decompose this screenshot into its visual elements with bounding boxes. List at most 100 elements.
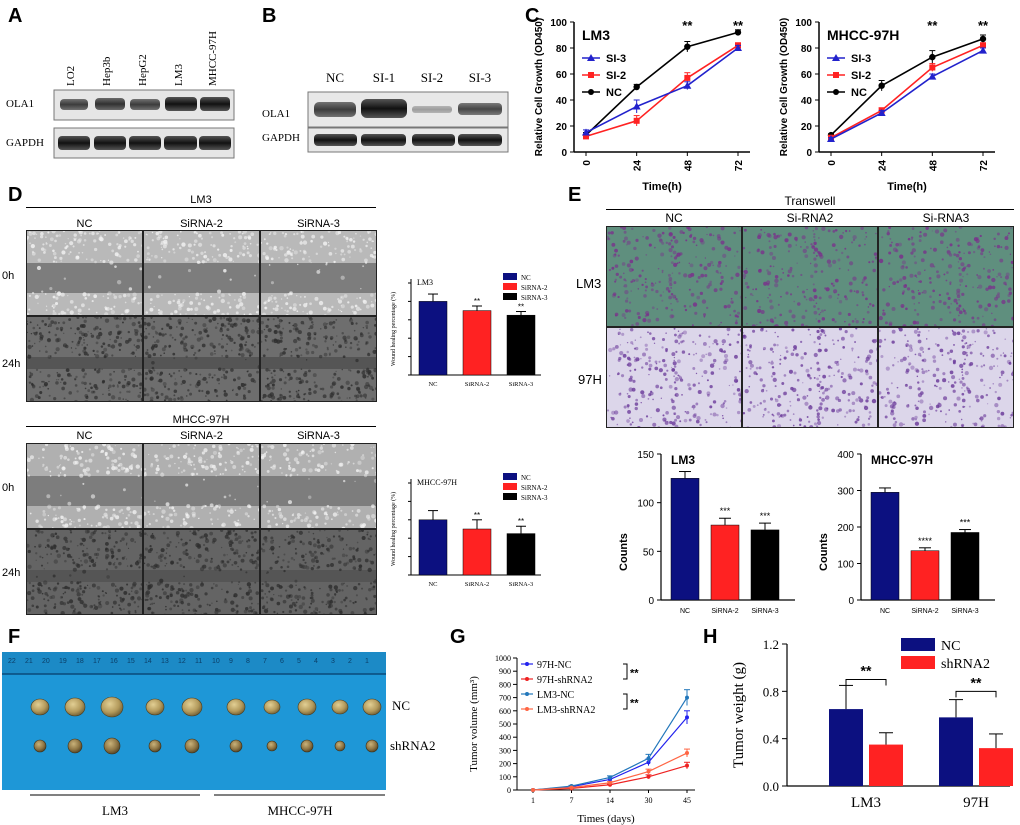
cell-dot [258,332,259,335]
cell-dot [84,372,87,376]
cell-dot [917,333,921,337]
cell-dot [242,394,246,398]
cell-dot [237,385,242,390]
cell-dot [62,586,65,589]
cell-dot [133,601,137,604]
cell-dot [290,354,293,357]
cell-dot [341,526,346,528]
cell-dot [964,390,966,392]
cell-dot [911,242,915,246]
cell-dot [141,598,142,601]
cell-dot [788,369,793,374]
blot-band [130,99,160,110]
cell-dot [370,560,375,565]
cell-dot [961,392,965,396]
cell-dot [760,310,765,315]
cell-dot [231,563,234,566]
cell-dot [184,335,188,339]
cell-dot [182,345,187,350]
cell-dot [674,296,677,298]
cell-dot [746,285,750,289]
cell-dot [83,508,85,510]
cell-dot [206,327,208,329]
cell-dot [189,583,193,587]
cell-dot [890,382,893,385]
cell-dot [787,250,790,253]
cell-dot [261,583,264,586]
cell-dot [763,408,767,411]
cell-dot [119,391,122,394]
cell-dot [34,294,39,300]
cell-dot [93,368,97,371]
cell-dot [242,246,246,250]
blot-band [129,136,161,150]
cell-dot [336,377,341,381]
cell-dot [371,467,374,470]
cell-dot [325,545,327,547]
cell-dot [214,584,218,587]
cell-dot [156,581,161,586]
cell-dot [996,416,1001,421]
cell-dot [28,339,31,343]
cell-dot [771,413,774,416]
cell-dot [896,394,901,399]
cell-dot [261,320,265,325]
cell-dot [235,611,239,614]
cell-dot [356,386,360,391]
cell-dot [674,377,680,382]
cell-dot [90,401,91,402]
cell-dot [201,507,203,509]
cell-dot [262,393,267,398]
cell-dot [337,298,340,301]
cell-dot [703,369,708,375]
cell-dot [300,320,305,325]
micrograph-image [260,529,377,615]
cell-dot [883,313,886,316]
cell-dot [278,318,283,323]
cell-dot [322,444,325,446]
cell-dot [222,563,227,568]
cell-dot [291,467,296,472]
bar [870,492,900,601]
cell-dot [287,250,290,253]
cell-dot [819,386,823,390]
cell-dot [921,380,925,383]
cell-dot [268,246,273,251]
cell-dot [999,376,1001,379]
cell-dot [150,346,155,350]
cell-dot [623,285,625,287]
cell-dot [198,604,202,608]
cell-dot [141,244,142,247]
cell-dot [247,349,251,354]
cell-dot [619,392,622,394]
significance-marker: ** [733,18,744,33]
cell-dot [956,331,961,336]
cell-dot [692,340,695,344]
cell-dot [326,600,332,605]
cell-dot [1011,266,1013,269]
cell-dot [736,410,741,415]
cell-dot [712,412,717,417]
cell-dot [949,357,952,361]
cell-dot [188,296,190,298]
cell-dot [934,426,936,427]
cell-dot [1003,425,1007,427]
cell-dot [673,381,677,384]
cell-dot [960,418,963,421]
cell-dot [179,246,182,250]
cell-dot [243,609,248,614]
cell-dot [709,233,713,237]
cell-dot [52,527,54,528]
cell-dot [928,413,930,416]
cell-dot [231,389,234,392]
cell-dot [723,360,727,365]
cell-dot [59,601,64,605]
cell-dot [867,417,871,420]
cell-dot [256,556,259,561]
cell-dot [77,312,80,315]
cell-dot [851,391,856,396]
cell-dot [314,296,319,301]
cell-dot [297,598,300,601]
cell-dot [119,607,121,610]
cell-dot [130,467,133,471]
